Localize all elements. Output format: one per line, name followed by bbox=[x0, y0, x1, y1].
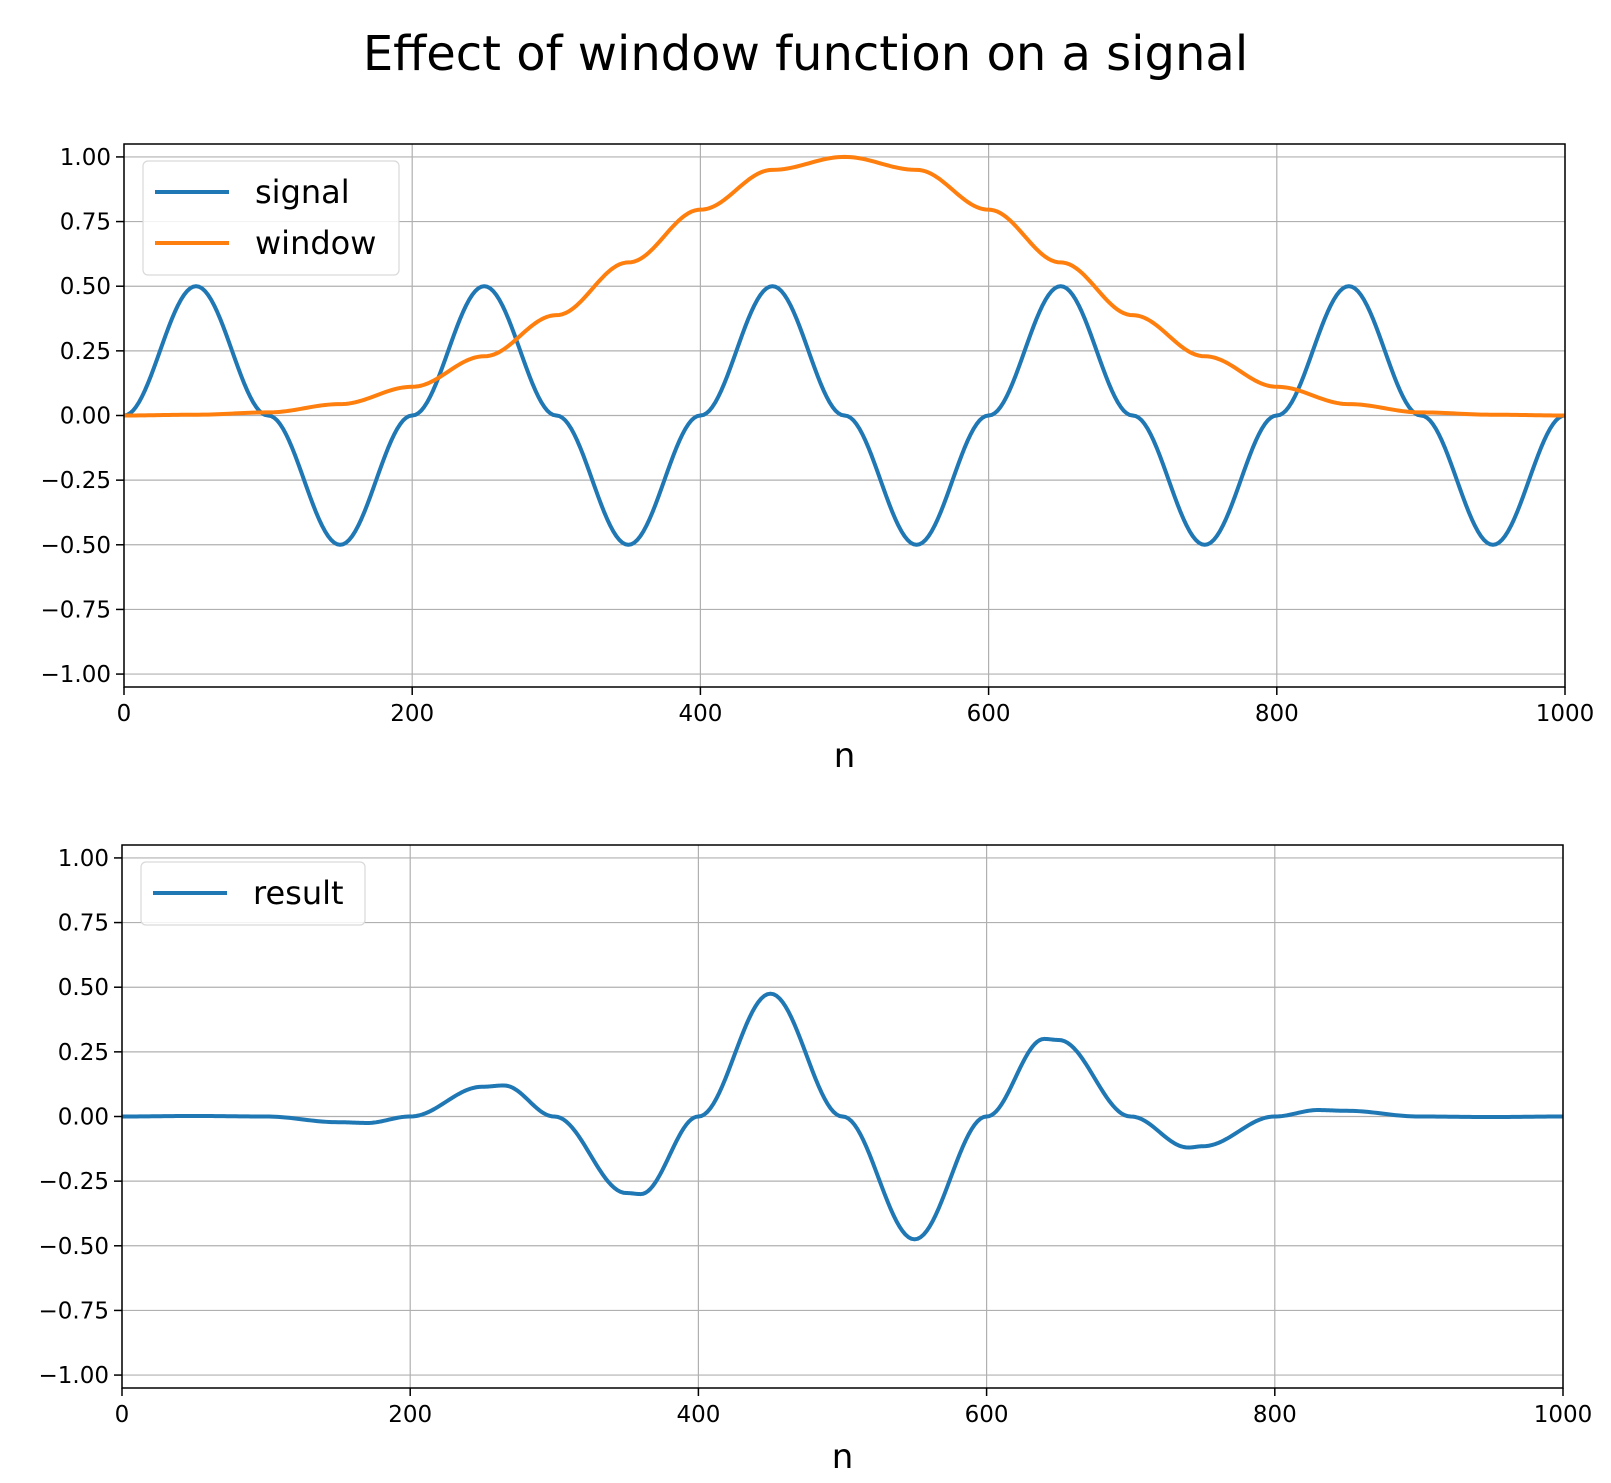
x-tick-label: 200 bbox=[390, 701, 434, 727]
y-tick-label: 0.25 bbox=[60, 339, 111, 365]
top-chart-panel: 0 200 400 600 800 1000 1.00 0.75 0.50 0.25 0.00 −0.… bbox=[41, 143, 1595, 776]
x-axis-label: n bbox=[832, 1437, 854, 1477]
y-tick-label: 0.25 bbox=[58, 1040, 109, 1066]
x-tick-label: 1000 bbox=[1536, 701, 1595, 727]
y-tick-label: 0.00 bbox=[58, 1105, 109, 1131]
x-tick-label: 600 bbox=[965, 1402, 1009, 1428]
y-tick-label: −0.25 bbox=[41, 468, 111, 494]
y-tick-label: 0.00 bbox=[60, 404, 111, 430]
y-tick-label: −1.00 bbox=[39, 1363, 109, 1389]
y-tick-label: 0.50 bbox=[60, 274, 111, 300]
series-line-result bbox=[122, 991, 1563, 1242]
x-tick-label: 800 bbox=[1253, 1402, 1297, 1428]
y-tick-label: 0.50 bbox=[58, 975, 109, 1001]
legend bbox=[142, 160, 400, 276]
y-tick-label: −0.50 bbox=[41, 533, 111, 559]
y-tick-label: 0.75 bbox=[60, 210, 111, 236]
y-tick-label: −0.75 bbox=[39, 1298, 109, 1324]
y-tick-label: −0.25 bbox=[39, 1169, 109, 1195]
y-tick-label: 1.00 bbox=[60, 145, 111, 171]
x-tick-label: 800 bbox=[1255, 701, 1299, 727]
x-tick-label: 400 bbox=[676, 1402, 720, 1428]
y-tick-label: 0.75 bbox=[58, 911, 109, 937]
x-tick-label: 200 bbox=[388, 1402, 432, 1428]
legend-label-result: result bbox=[253, 874, 344, 912]
x-tick-label: 0 bbox=[117, 701, 132, 727]
x-axis-label: n bbox=[834, 736, 856, 776]
y-tick-label: −0.50 bbox=[39, 1234, 109, 1260]
series-line-window bbox=[124, 154, 1565, 418]
x-tick-label: 600 bbox=[967, 701, 1011, 727]
x-tick-label: 400 bbox=[678, 701, 722, 727]
legend-label-window: window bbox=[255, 224, 376, 262]
legend-label-signal: signal bbox=[255, 173, 350, 211]
figure-title: Effect of window function on a signal bbox=[362, 26, 1249, 82]
x-tick-label: 0 bbox=[115, 1402, 130, 1428]
legend bbox=[140, 861, 366, 926]
y-tick-label: −0.75 bbox=[41, 597, 111, 623]
y-tick-label: 1.00 bbox=[58, 846, 109, 872]
bottom-chart-panel: 0 200 400 600 800 1000 1.00 0.75 0.50 0.25 0.00 −0.… bbox=[39, 844, 1593, 1477]
x-tick-label: 1000 bbox=[1534, 1402, 1593, 1428]
series-line-signal bbox=[124, 284, 1565, 547]
y-tick-label: −1.00 bbox=[41, 662, 111, 688]
